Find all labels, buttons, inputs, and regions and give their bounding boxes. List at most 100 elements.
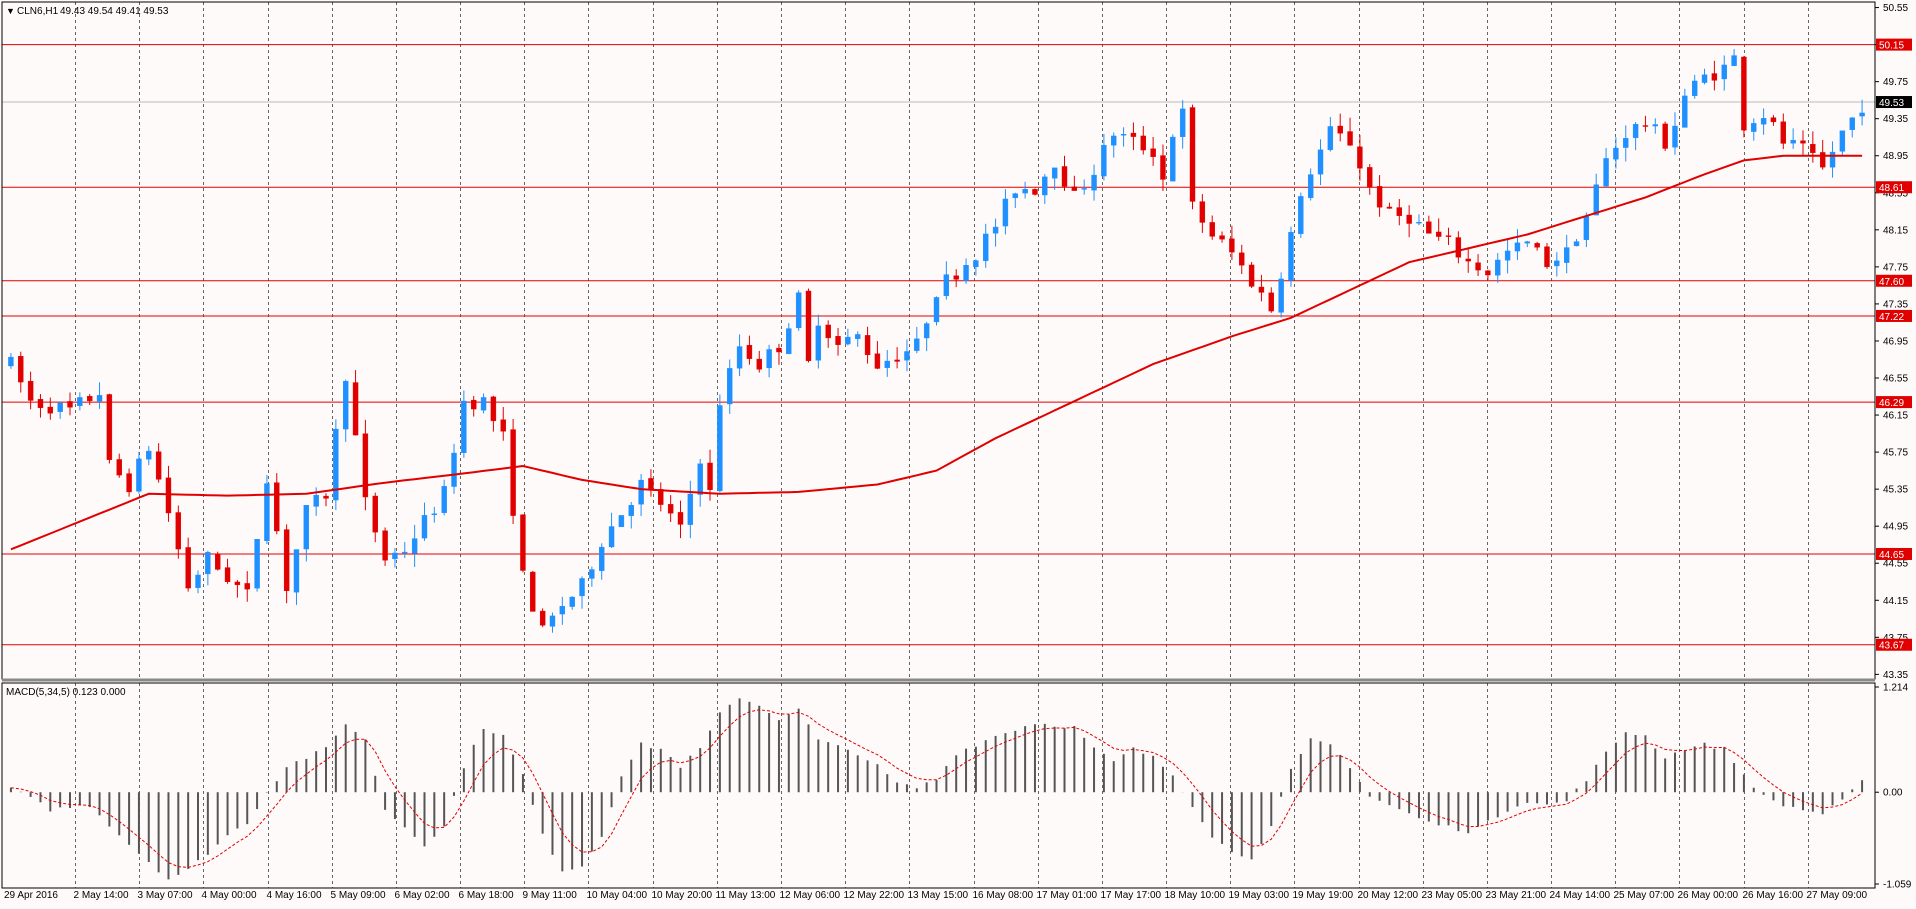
- time-tick-label: 19 May 03:00: [1229, 890, 1290, 901]
- candle-body: [1731, 55, 1737, 66]
- candle-body: [992, 226, 999, 234]
- candle-body: [736, 346, 743, 369]
- candle-body: [421, 515, 428, 539]
- candle-body: [953, 275, 959, 280]
- candle-body: [1504, 250, 1511, 261]
- chart-frame: [1, 1, 1876, 889]
- time-tick-label: 12 May 22:00: [844, 890, 905, 901]
- level-tag-label: 47.60: [1879, 277, 1904, 288]
- candle-body: [1632, 124, 1639, 139]
- price-tick-label: 43.75: [1883, 633, 1908, 644]
- indicator-tick-label: -1.059: [1883, 880, 1912, 891]
- candle-body: [1357, 146, 1363, 169]
- candle-body: [106, 394, 113, 460]
- candle-body: [8, 356, 14, 367]
- candle-body: [77, 397, 83, 406]
- collapse-triangle-icon[interactable]: ▼: [6, 6, 15, 16]
- candle-body: [530, 571, 536, 612]
- candle-body: [845, 336, 851, 345]
- candle-body: [254, 538, 260, 589]
- level-tag-label: 44.65: [1879, 550, 1904, 561]
- candle-body: [1307, 174, 1314, 198]
- level-tag: [1876, 181, 1912, 194]
- time-tick-label: 23 May 21:00: [1486, 890, 1547, 901]
- time-tick-label: 11 May 13:00: [716, 890, 776, 901]
- candle-body: [697, 463, 703, 495]
- time-tick-label: 4 May 16:00: [267, 890, 322, 901]
- candle-body: [215, 553, 221, 570]
- price-tick-label: 48.55: [1883, 188, 1908, 199]
- current-price-tag-label: 49.53: [1879, 98, 1904, 109]
- candle-body: [983, 233, 989, 261]
- candle-body: [884, 360, 890, 368]
- time-tick-label: 12 May 06:00: [780, 890, 841, 901]
- time-tick-label: 4 May 00:00: [202, 890, 257, 901]
- candle-body: [372, 495, 378, 533]
- candle-body: [1288, 232, 1294, 281]
- indicator-pane-border: [1, 682, 1876, 889]
- indicator-tick-label: 0.00: [1883, 788, 1903, 799]
- candle-body: [382, 530, 388, 561]
- candle-body: [303, 505, 310, 550]
- candle-body: [1317, 149, 1324, 175]
- candle-body: [1081, 188, 1087, 190]
- candle-body: [658, 489, 664, 505]
- candle-body: [776, 347, 782, 353]
- price-tick-label: 45.35: [1883, 485, 1908, 496]
- candle-body: [549, 615, 556, 627]
- candle-body: [195, 574, 201, 588]
- level-tag: [1876, 309, 1912, 322]
- time-tick-label: 24 May 14:00: [1550, 890, 1611, 901]
- candle-body: [1042, 176, 1048, 196]
- candles: [8, 49, 1865, 633]
- candle-body: [323, 495, 329, 499]
- chart-header: ▼ CLN6,H1 49.43 49.54 49.41 49.53: [6, 6, 169, 17]
- price-tick-label: 44.15: [1883, 596, 1908, 607]
- time-tick-label: 17 May 17:00: [1101, 890, 1162, 901]
- candle-body: [677, 512, 684, 525]
- level-tag: [1876, 274, 1912, 287]
- candle-body: [687, 493, 694, 525]
- candle-body: [628, 505, 634, 516]
- signal-line: [10, 709, 1863, 868]
- time-tick-label: 19 May 19:00: [1293, 890, 1354, 901]
- candle-body: [1613, 147, 1619, 160]
- candle-body: [490, 396, 497, 422]
- candle-body: [618, 515, 625, 528]
- candle-body: [1682, 95, 1688, 128]
- candle-body: [1455, 237, 1462, 258]
- candle-body: [1160, 155, 1166, 180]
- price-tick-label: 47.35: [1883, 299, 1908, 310]
- level-tag-label: 46.29: [1879, 398, 1904, 409]
- candle-body: [795, 292, 802, 329]
- candle-body: [756, 358, 762, 370]
- candle-body: [283, 529, 290, 592]
- candle-body: [234, 581, 241, 586]
- candle-body: [1268, 292, 1274, 312]
- candle-body: [1199, 201, 1206, 223]
- candle-body: [136, 458, 142, 492]
- candle-body: [1770, 117, 1777, 123]
- time-tick-label: 17 May 01:00: [1037, 890, 1098, 901]
- candle-body: [1209, 222, 1215, 237]
- horizontal-levels[interactable]: [2, 44, 1875, 646]
- candle-body: [559, 605, 566, 615]
- candle-body: [155, 451, 162, 480]
- candle-body: [894, 359, 900, 362]
- time-tick-label: 26 May 00:00: [1678, 890, 1739, 901]
- price-tick-label: 45.75: [1883, 448, 1908, 459]
- candle-body: [933, 297, 940, 323]
- candle-body: [37, 399, 44, 408]
- price-tick-label: 49.75: [1883, 77, 1908, 88]
- candle-body: [1465, 258, 1471, 262]
- candle-body: [96, 395, 103, 402]
- candle-body: [1032, 189, 1038, 195]
- candle-body: [1573, 241, 1580, 247]
- candle-body: [1091, 174, 1097, 191]
- candle-body: [1150, 148, 1156, 157]
- level-tag: [1876, 638, 1912, 651]
- time-tick-label: 2 May 14:00: [74, 890, 129, 901]
